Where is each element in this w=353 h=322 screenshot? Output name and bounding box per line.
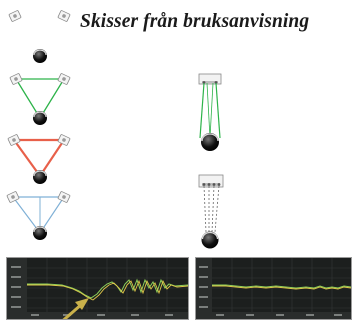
tv-soundbar-icon — [198, 174, 224, 188]
speaker-icon — [8, 9, 22, 23]
setup-sketches — [6, 9, 224, 249]
document-title: Skisser från bruksanvisning — [80, 11, 310, 32]
listener-head-icon — [32, 225, 48, 241]
frequency-response-graph-right — [195, 257, 352, 320]
sketch-blue-triangle — [6, 190, 71, 241]
listener-head-icon — [32, 48, 48, 64]
speaker-icon — [9, 72, 23, 86]
sketch-green-triangle — [9, 72, 71, 126]
frequency-response-graph-left — [6, 257, 189, 320]
speaker-icon — [57, 9, 71, 23]
listener-head-icon — [32, 110, 48, 126]
speaker-icon — [57, 72, 71, 86]
arrow-pointer-icon — [62, 298, 89, 319]
speaker-icon — [57, 133, 71, 147]
listener-head-icon — [32, 169, 48, 185]
sketch-basic — [8, 9, 71, 64]
sketch-red-triangle — [7, 133, 71, 185]
listener-head-icon — [201, 133, 219, 151]
sketch-soundbar-green — [198, 73, 222, 151]
speaker-icon — [6, 190, 20, 204]
listener-head-icon — [201, 231, 219, 249]
speaker-icon — [7, 133, 21, 147]
tv-soundbar-icon — [198, 73, 222, 85]
speaker-icon — [57, 190, 71, 204]
sketch-soundbar-dashed — [198, 174, 224, 249]
